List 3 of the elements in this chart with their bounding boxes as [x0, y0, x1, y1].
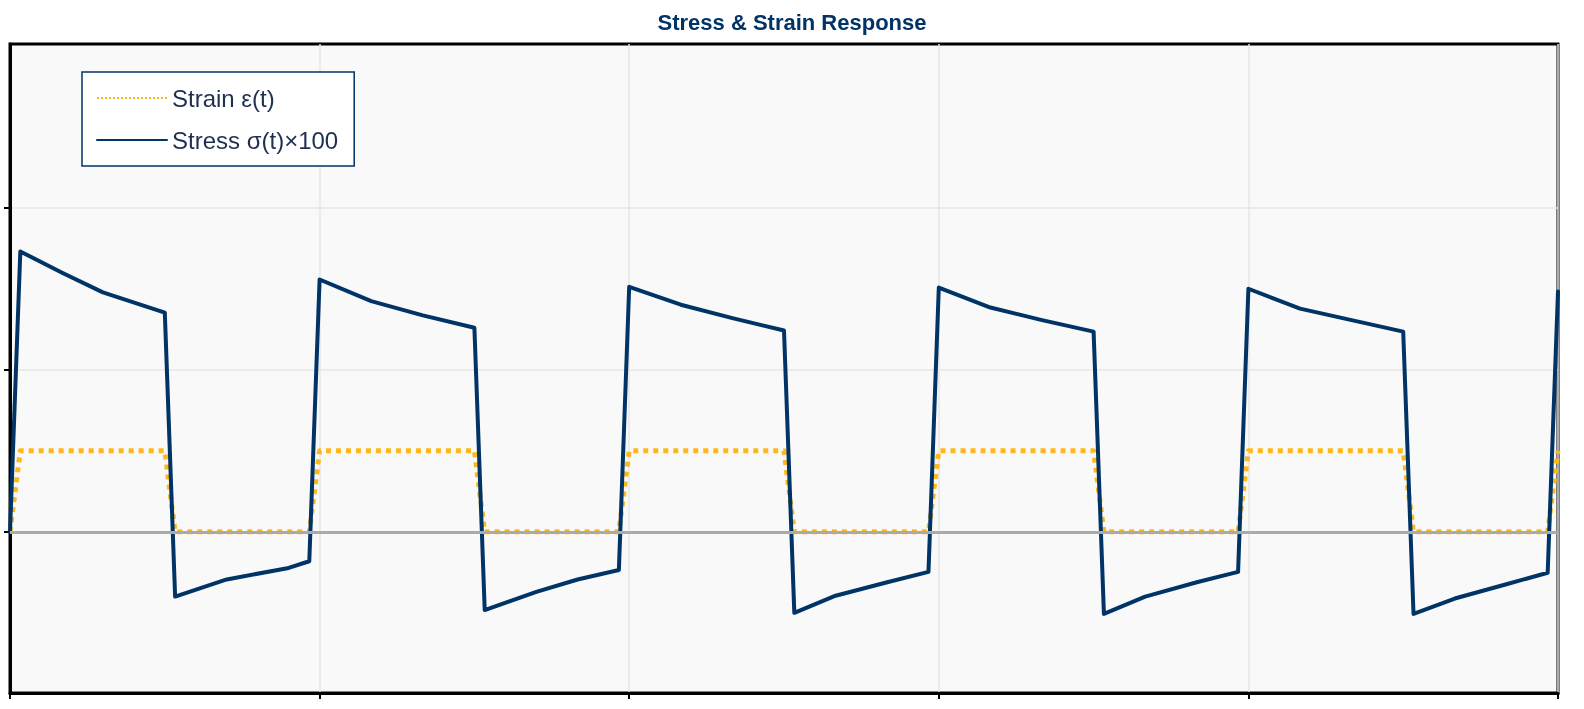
chart-title: Stress & Strain Response: [657, 9, 927, 35]
legend-label: Strain ε(t): [172, 84, 275, 112]
legend-label: Stress σ(t)×100: [172, 126, 339, 154]
